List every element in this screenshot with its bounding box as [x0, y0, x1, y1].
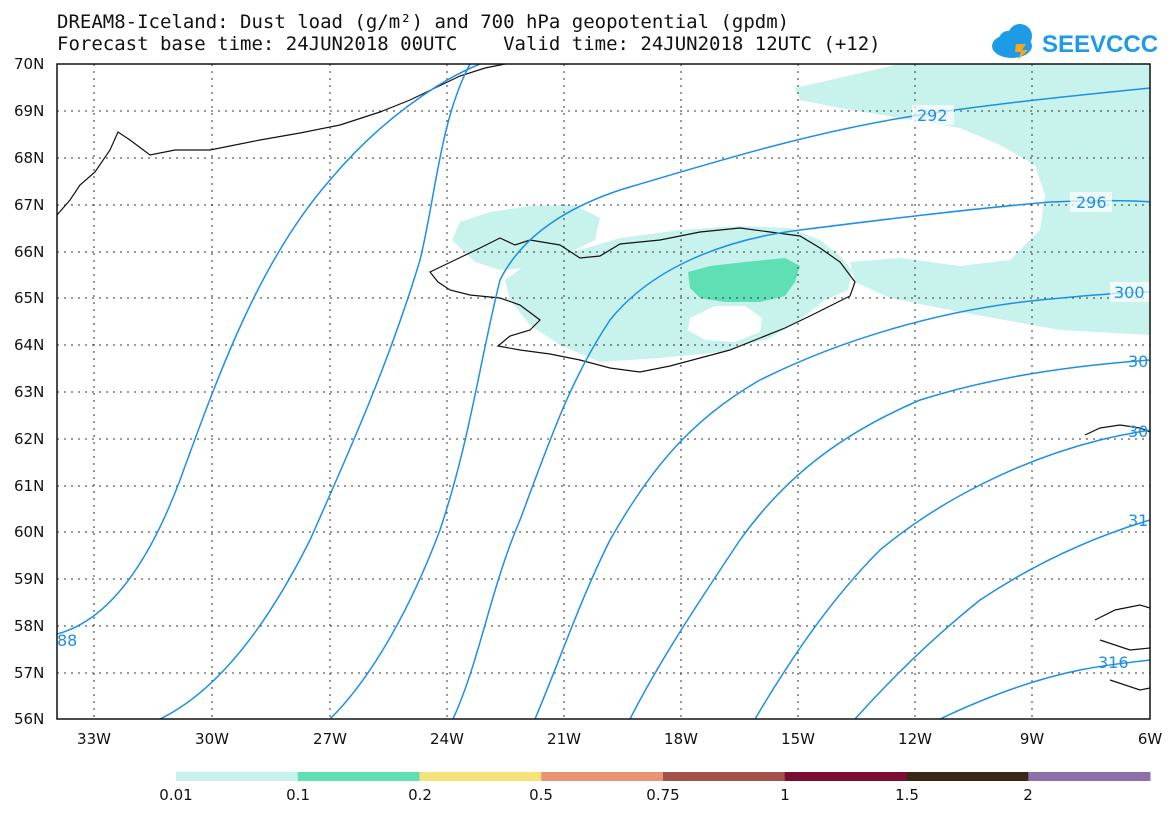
lat-label: 60N [14, 523, 44, 541]
map-title: DREAM8-Iceland: Dust load (g/m²) and 700… [57, 11, 790, 33]
colorbar-swatch [663, 772, 786, 781]
logo-text: SEEVCCC [1042, 31, 1158, 58]
lat-label: 64N [14, 336, 44, 354]
contour-labels: 292 296 300 30 30 31 316 88 [57, 105, 1150, 672]
contour-300 [534, 291, 1150, 719]
contour-label-292: 292 [917, 106, 948, 125]
lon-label: 27W [313, 730, 347, 748]
contour-316 [939, 659, 1150, 719]
contour-312 [854, 519, 1150, 719]
contour-label-288: 88 [57, 631, 77, 650]
colorbar-label: 0.1 [286, 786, 310, 804]
colorbar-swatch [541, 772, 664, 781]
colorbar-label: 1.5 [895, 786, 919, 804]
lat-label: 56N [14, 710, 44, 728]
lat-label: 66N [14, 243, 44, 261]
greenland-coast [57, 64, 506, 216]
contour-label-312: 31 [1128, 511, 1148, 530]
lon-label: 6W [1138, 730, 1163, 748]
lon-label: 18W [664, 730, 698, 748]
contour-label-296: 296 [1076, 193, 1107, 212]
lat-label: 68N [14, 149, 44, 167]
dust-area-northeast [795, 64, 1150, 335]
lat-label: 57N [14, 664, 44, 682]
map-grid [57, 64, 1150, 719]
colorbar-swatch [419, 772, 542, 781]
contour-304 [629, 359, 1150, 719]
lat-label: 70N [14, 55, 44, 73]
lat-label: 58N [14, 617, 44, 635]
lon-label: 12W [898, 730, 932, 748]
lat-label: 63N [14, 383, 44, 401]
lon-label: 33W [77, 730, 111, 748]
seevccc-logo: SEEVCCC [992, 24, 1158, 60]
dust-clear-patch [688, 306, 762, 342]
contour-288 [57, 64, 481, 635]
lon-label: 15W [781, 730, 815, 748]
colorbar-label: 0.2 [408, 786, 432, 804]
colorbar-label: 0.01 [159, 786, 192, 804]
map-frame [56, 63, 1151, 720]
dust-area-westfjords [452, 205, 600, 270]
lat-label: 59N [14, 570, 44, 588]
contour-308 [754, 429, 1150, 719]
colorbar-swatch [784, 772, 907, 781]
dust-area-high [688, 258, 800, 302]
colorbar [176, 772, 1151, 781]
contour-296 [452, 199, 1150, 719]
longitude-axis: 33W 30W 27W 24W 21W 18W 15W 12W 9W 6W [77, 730, 1162, 748]
colorbar-label: 2 [1023, 786, 1033, 804]
map-subtitle: Forecast base time: 24JUN2018 00UTC Vali… [57, 33, 881, 55]
colorbar-label: 1 [780, 786, 790, 804]
lat-label: 61N [14, 477, 44, 495]
colorbar-labels: 0.01 0.1 0.2 0.5 0.75 1 1.5 2 [159, 786, 1032, 804]
latitude-axis: 70N 69N 68N 67N 66N 65N 64N 63N 62N 61N … [14, 55, 44, 728]
contour-label-308: 30 [1128, 422, 1148, 441]
iceland-coast [429, 227, 856, 373]
norway-coast-south [1094, 604, 1150, 691]
contour-label-304: 30 [1128, 352, 1148, 371]
colorbar-swatch [1028, 772, 1151, 781]
lon-label: 24W [430, 730, 464, 748]
lat-label: 67N [14, 196, 44, 214]
lon-label: 21W [547, 730, 581, 748]
contour-292-a [159, 64, 471, 719]
lat-label: 69N [14, 102, 44, 120]
lon-label: 30W [195, 730, 229, 748]
contour-label-316: 316 [1098, 653, 1129, 672]
colorbar-swatch [176, 772, 299, 781]
lon-label: 9W [1020, 730, 1045, 748]
norway-coast-north [1084, 424, 1150, 436]
cloud-icon [992, 24, 1032, 60]
colorbar-label: 0.5 [529, 786, 553, 804]
colorbar-swatch [297, 772, 420, 781]
lat-label: 62N [14, 430, 44, 448]
lat-label: 65N [14, 289, 44, 307]
contour-292-b [329, 87, 1150, 719]
colorbar-swatch [906, 772, 1029, 781]
contour-label-300: 300 [1114, 283, 1145, 302]
colorbar-label: 0.75 [646, 786, 679, 804]
